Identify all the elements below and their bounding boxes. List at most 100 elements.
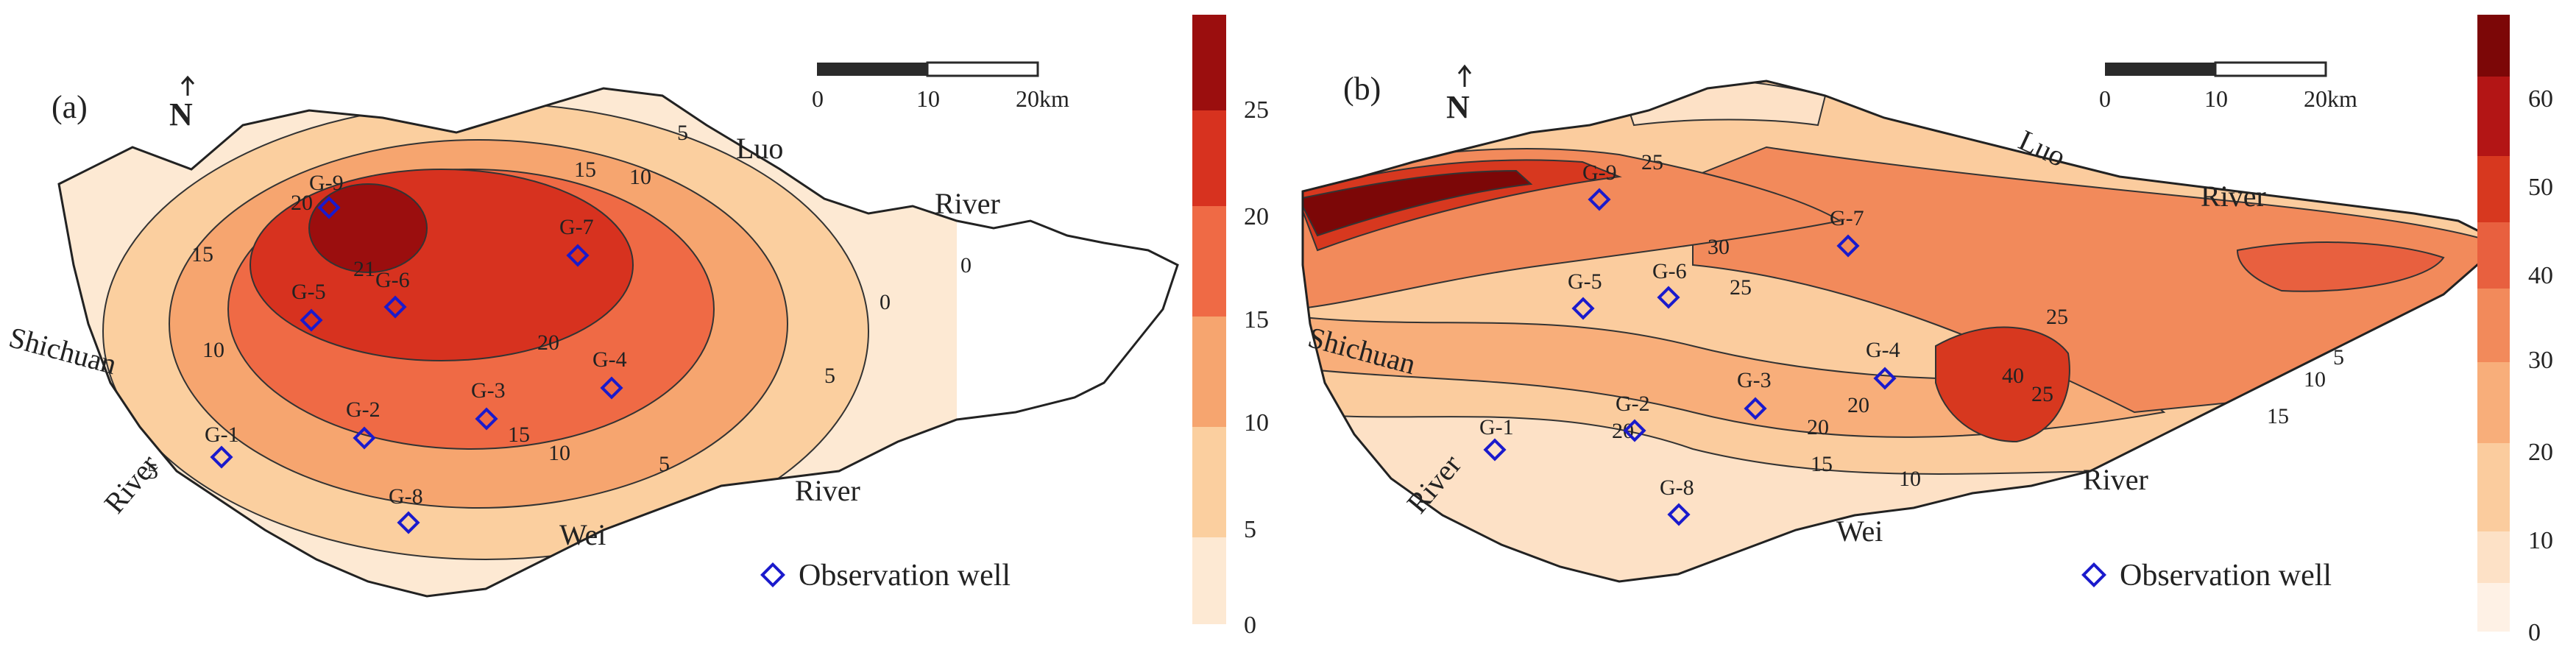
scale-tick: 0: [2099, 85, 2111, 112]
contour-label: 15: [191, 242, 213, 266]
contour-label: 5: [659, 452, 670, 476]
well-label: G-9: [1582, 160, 1617, 185]
legend-diamond-icon: [760, 562, 785, 587]
well-g-2: G-2: [1616, 392, 1650, 442]
diamond-icon: [1657, 286, 1680, 309]
river-label-river-ne: River: [2201, 180, 2266, 213]
diamond-icon: [1836, 234, 1860, 258]
colorbar-a-tick: 5: [1244, 516, 1256, 543]
north-arrow-icon: [1457, 64, 1472, 87]
well-g-5: G-5: [1568, 269, 1602, 320]
well-g-5: G-5: [291, 280, 326, 332]
scale-bar-light: [2214, 61, 2327, 77]
diamond-icon: [566, 244, 590, 267]
colorbar-a-tick: 25: [1244, 96, 1269, 124]
well-g-2: G-2: [346, 397, 381, 450]
colorbar-b-band: [2477, 443, 2510, 531]
well-g-1: G-1: [1479, 415, 1514, 462]
contour-label: 5: [824, 364, 835, 388]
contour-label: 25: [2031, 382, 2053, 406]
well-label: G-4: [592, 347, 627, 372]
contour-label: 10: [2304, 367, 2326, 392]
colorbar-b-tick: 60: [2528, 85, 2553, 113]
diamond-icon: [300, 308, 323, 332]
well-label: G-5: [1568, 269, 1602, 294]
contour-label: 5: [2333, 345, 2344, 370]
well-label: G-5: [291, 280, 326, 304]
well-g-8: G-8: [1660, 476, 1694, 526]
contour-label: 5: [147, 459, 158, 484]
well-label: G-7: [559, 215, 594, 239]
contour-label: 15: [574, 158, 596, 182]
scale-tick: 10: [2204, 85, 2228, 112]
scale-bar-dark: [2105, 63, 2215, 76]
well-g-3: G-3: [1737, 368, 1772, 420]
contour-label: 0: [960, 253, 972, 278]
diamond-icon: [475, 407, 498, 431]
well-g-9: G-9: [309, 171, 344, 219]
colorbar-b-tick: 40: [2528, 262, 2553, 289]
diamond-icon: [1744, 397, 1767, 420]
well-label: G-2: [1616, 392, 1650, 416]
well-label: G-4: [1866, 338, 1900, 362]
diamond-icon: [1873, 367, 1897, 390]
well-g-1: G-1: [205, 423, 239, 469]
well-label: G-2: [346, 397, 381, 422]
river-label-river-se: River: [795, 474, 860, 507]
well-g-8: G-8: [389, 484, 423, 534]
contour-label: 15: [1811, 452, 1833, 476]
colorbar-b-band: [2477, 156, 2510, 222]
diamond-icon: [600, 376, 623, 400]
contour-label: 15: [508, 423, 530, 447]
scale-tick: 20km: [2304, 85, 2357, 112]
well-label: G-9: [309, 171, 344, 195]
well-label: G-8: [1660, 476, 1694, 500]
well-g-6: G-6: [375, 268, 410, 319]
well-g-4: G-4: [1866, 338, 1900, 390]
contour-label: 25: [1641, 150, 1663, 174]
colorbar-b-tick: 20: [2528, 439, 2553, 466]
colorbar-a-band: [1192, 110, 1226, 206]
well-label: G-1: [1479, 415, 1514, 439]
scale-bar-light: [926, 61, 1039, 77]
colorbar-b-tick: 10: [2528, 527, 2553, 554]
north-arrow-icon: [180, 75, 195, 96]
well-g-7: G-7: [559, 215, 594, 267]
well-label: G-6: [375, 268, 410, 292]
colorbar-a-tick: 20: [1244, 203, 1269, 230]
river-label-river-se: River: [2083, 463, 2148, 496]
colorbar-a-band: [1192, 427, 1226, 537]
legend-diamond-icon: [2081, 562, 2106, 587]
scale-tick: 20km: [1016, 85, 1069, 112]
panel-b-colorbar: 0 10 20 30 40 50 60: [2477, 15, 2553, 646]
well-g-6: G-6: [1652, 259, 1687, 309]
well-label: G-3: [1737, 368, 1772, 392]
well-label: G-3: [471, 378, 506, 403]
panel-a-colorbar: 0 5 10 15 20 25: [1192, 15, 1269, 639]
panel-b-label: (b): [1343, 71, 1381, 107]
well-g-3: G-3: [471, 378, 506, 431]
diamond-icon: [397, 511, 420, 534]
contour-label: 10: [548, 441, 570, 465]
contour-label: 20: [1612, 419, 1634, 443]
well-label: G-8: [389, 484, 423, 509]
colorbar-a-band: [1192, 537, 1226, 624]
diamond-icon: [1588, 188, 1611, 211]
diamond-icon: [210, 445, 233, 469]
scale-tick: 10: [916, 85, 940, 112]
well-label: G-7: [1830, 206, 1864, 230]
panel-b-north-arrow: N: [1446, 89, 1470, 125]
well-label: G-1: [205, 423, 239, 447]
colorbar-a-band: [1192, 317, 1226, 427]
diamond-icon: [1623, 419, 1646, 442]
contour-label: 0: [880, 290, 891, 314]
colorbar-b-band: [2477, 362, 2510, 443]
diamond-icon: [317, 196, 341, 219]
diamond-icon: [1571, 297, 1595, 320]
well-g-4: G-4: [592, 347, 627, 400]
scale-bar-dark: [817, 63, 927, 76]
colorbar-b-tick: 50: [2528, 174, 2553, 201]
contour-label: 21: [353, 257, 375, 281]
panel-b-annotations: (b) N 0 10 20km Luo River Shichuan River…: [1305, 61, 2357, 593]
